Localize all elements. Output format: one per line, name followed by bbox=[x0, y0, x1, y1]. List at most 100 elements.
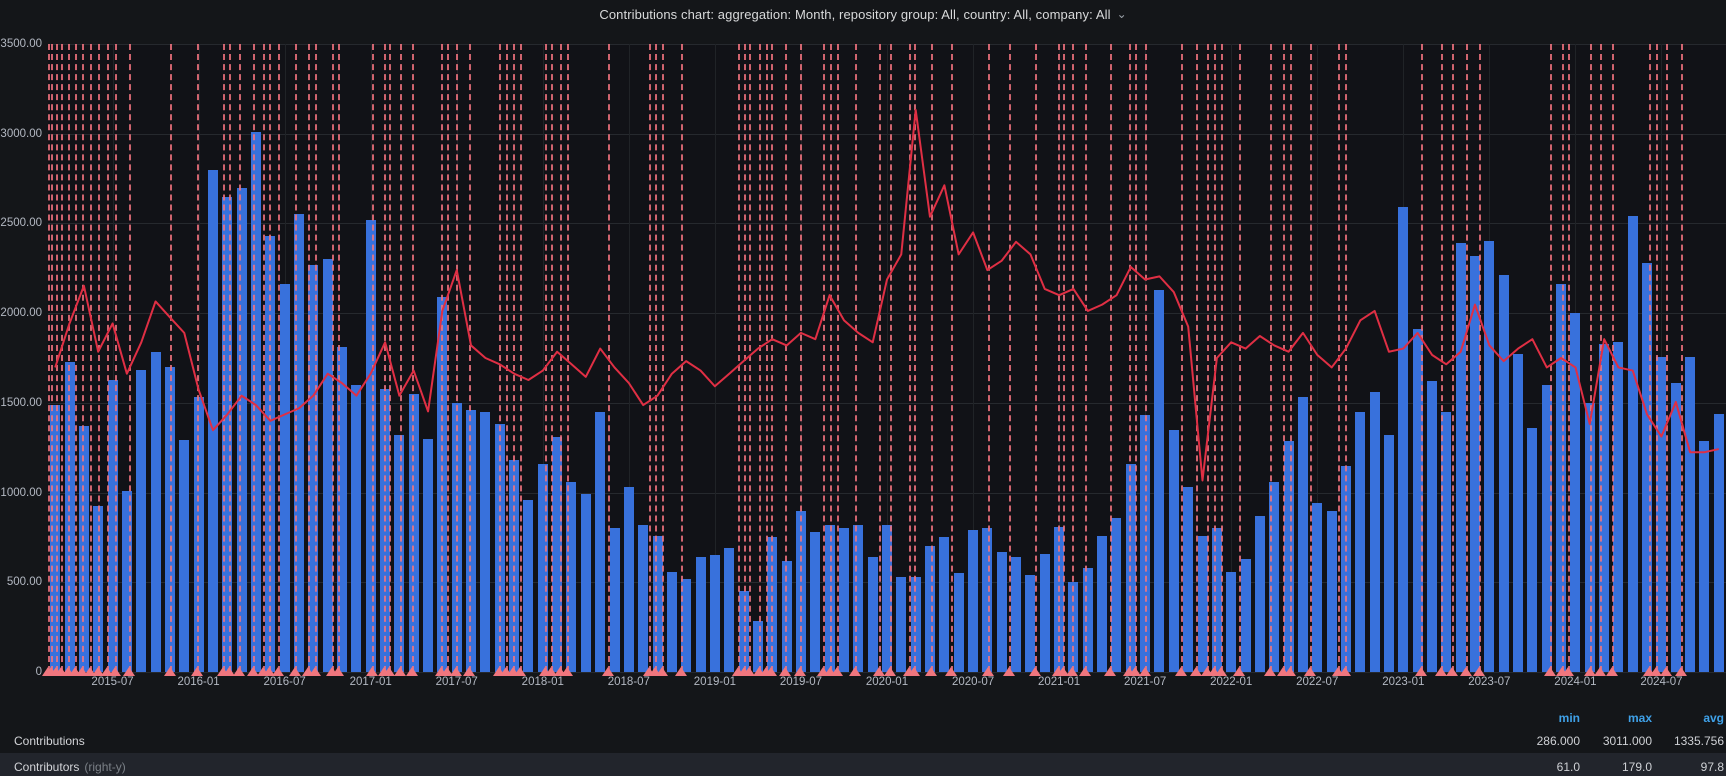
annotation-line[interactable] bbox=[294, 44, 297, 672]
annotation-marker-icon[interactable] bbox=[981, 667, 994, 676]
bar-2022-07[interactable] bbox=[1312, 503, 1323, 672]
annotation-marker-icon[interactable] bbox=[83, 667, 96, 676]
annotation-marker-icon[interactable] bbox=[1139, 667, 1152, 676]
bar-2016-10[interactable] bbox=[322, 259, 333, 672]
annotation-marker-icon[interactable] bbox=[1594, 667, 1607, 676]
bar-2015-03[interactable] bbox=[50, 404, 61, 672]
annotation-line[interactable] bbox=[128, 44, 131, 672]
bar-2023-12[interactable] bbox=[1556, 284, 1567, 672]
legend-row-contributors[interactable]: Contributors (right-y) 61.0 179.0 97.8 bbox=[0, 753, 1726, 776]
annotation-marker-icon[interactable] bbox=[743, 667, 756, 676]
annotation-line[interactable] bbox=[1440, 44, 1443, 672]
bar-2024-10[interactable] bbox=[1699, 440, 1710, 672]
bar-2016-05[interactable] bbox=[250, 131, 261, 672]
bar-2016-09[interactable] bbox=[308, 264, 319, 672]
legend-series-label[interactable]: Contributions bbox=[14, 733, 85, 748]
bar-2018-08[interactable] bbox=[638, 524, 649, 672]
annotation-marker-icon[interactable] bbox=[164, 667, 177, 676]
annotation-marker-icon[interactable] bbox=[1446, 667, 1459, 676]
annotation-marker-icon[interactable] bbox=[1414, 667, 1427, 676]
annotation-marker-icon[interactable] bbox=[382, 667, 395, 676]
bar-2024-11[interactable] bbox=[1713, 413, 1724, 672]
bar-2023-02[interactable] bbox=[1412, 329, 1423, 672]
bar-2017-01[interactable] bbox=[365, 219, 376, 672]
annotation-line[interactable] bbox=[1058, 44, 1061, 672]
annotation-line[interactable] bbox=[512, 44, 515, 672]
annotation-line[interactable] bbox=[987, 44, 990, 672]
bar-2023-07[interactable] bbox=[1484, 241, 1495, 672]
annotation-line[interactable] bbox=[544, 44, 547, 672]
annotation-line[interactable] bbox=[1135, 44, 1138, 672]
annotation-line[interactable] bbox=[455, 44, 458, 672]
annotation-line[interactable] bbox=[252, 44, 255, 672]
annotation-line[interactable] bbox=[229, 44, 232, 672]
annotation-line[interactable] bbox=[1680, 44, 1683, 672]
annotation-marker-icon[interactable] bbox=[778, 667, 791, 676]
annotation-marker-icon[interactable] bbox=[92, 667, 105, 676]
annotation-line[interactable] bbox=[440, 44, 443, 672]
annotation-line[interactable] bbox=[371, 44, 374, 672]
annotation-line[interactable] bbox=[566, 44, 569, 672]
bar-2021-11[interactable] bbox=[1197, 535, 1208, 672]
annotation-marker-icon[interactable] bbox=[872, 667, 885, 676]
annotation-marker-icon[interactable] bbox=[308, 667, 321, 676]
annotation-marker-icon[interactable] bbox=[75, 667, 88, 676]
annotation-line[interactable] bbox=[1110, 44, 1113, 672]
chevron-down-icon[interactable]: ⌄ bbox=[1116, 7, 1127, 21]
legend-series-label[interactable]: Contributors bbox=[14, 759, 80, 774]
annotation-marker-icon[interactable] bbox=[1332, 667, 1345, 676]
annotation-marker-icon[interactable] bbox=[1129, 667, 1142, 676]
bar-2018-06[interactable] bbox=[609, 528, 620, 672]
annotation-line[interactable] bbox=[1145, 44, 1148, 672]
annotation-line[interactable] bbox=[1085, 44, 1087, 672]
annotation-marker-icon[interactable] bbox=[513, 667, 526, 676]
bar-2021-03[interactable] bbox=[1082, 567, 1093, 672]
annotation-line[interactable] bbox=[89, 44, 92, 672]
annotation-marker-icon[interactable] bbox=[1303, 667, 1316, 676]
annotation-marker-icon[interactable] bbox=[1263, 667, 1276, 676]
annotation-line[interactable] bbox=[908, 44, 911, 672]
bar-2020-09[interactable] bbox=[996, 551, 1007, 672]
bar-2022-08[interactable] bbox=[1326, 510, 1337, 672]
annotation-marker-icon[interactable] bbox=[55, 667, 68, 676]
bar-2019-08[interactable] bbox=[810, 532, 821, 672]
annotation-marker-icon[interactable] bbox=[365, 667, 378, 676]
bar-2022-01[interactable] bbox=[1226, 571, 1237, 672]
bar-2022-11[interactable] bbox=[1369, 392, 1380, 672]
annotation-marker-icon[interactable] bbox=[817, 667, 830, 676]
annotation-marker-icon[interactable] bbox=[924, 667, 937, 676]
annotation-marker-icon[interactable] bbox=[793, 667, 806, 676]
annotation-line[interactable] bbox=[269, 44, 272, 672]
bar-2016-11[interactable] bbox=[337, 347, 347, 672]
annotation-line[interactable] bbox=[314, 44, 317, 672]
annotation-marker-icon[interactable] bbox=[1233, 667, 1246, 676]
bar-2022-10[interactable] bbox=[1355, 411, 1366, 672]
legend-row-contributions[interactable]: Contributions 286.000 3011.000 1335.756 bbox=[0, 728, 1726, 753]
legend-header-min[interactable]: min bbox=[1558, 711, 1580, 725]
annotation-line[interactable] bbox=[98, 44, 101, 672]
annotation-line[interactable] bbox=[823, 44, 826, 672]
annotation-marker-icon[interactable] bbox=[68, 667, 81, 676]
annotation-marker-icon[interactable] bbox=[1543, 667, 1556, 676]
bar-2023-05[interactable] bbox=[1455, 243, 1466, 672]
bar-2024-08[interactable] bbox=[1670, 383, 1681, 672]
annotation-marker-icon[interactable] bbox=[1174, 667, 1187, 676]
annotation-marker-icon[interactable] bbox=[1555, 667, 1568, 676]
bar-2016-12[interactable] bbox=[351, 384, 362, 672]
annotation-marker-icon[interactable] bbox=[1642, 667, 1655, 676]
bar-2021-07[interactable] bbox=[1140, 415, 1151, 672]
bar-2023-01[interactable] bbox=[1398, 207, 1409, 672]
annotation-marker-icon[interactable] bbox=[1674, 667, 1687, 676]
bar-2020-12[interactable] bbox=[1039, 553, 1050, 672]
annotation-line[interactable] bbox=[81, 44, 84, 672]
bar-2018-12[interactable] bbox=[695, 557, 706, 672]
annotation-line[interactable] bbox=[239, 44, 242, 672]
bar-2020-05[interactable] bbox=[939, 537, 950, 672]
annotation-marker-icon[interactable] bbox=[674, 667, 687, 676]
annotation-line[interactable] bbox=[400, 44, 403, 672]
annotation-marker-icon[interactable] bbox=[500, 667, 513, 676]
annotation-line[interactable] bbox=[759, 44, 762, 672]
bar-2021-12[interactable] bbox=[1211, 528, 1222, 672]
annotation-marker-icon[interactable] bbox=[1649, 667, 1662, 676]
bar-2018-05[interactable] bbox=[595, 411, 606, 672]
